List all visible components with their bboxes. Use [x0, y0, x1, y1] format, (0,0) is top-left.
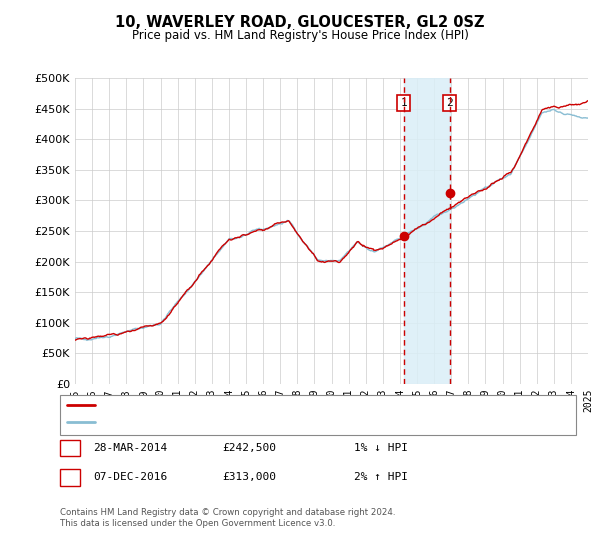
Text: Price paid vs. HM Land Registry's House Price Index (HPI): Price paid vs. HM Land Registry's House … [131, 29, 469, 42]
Text: 2% ↑ HPI: 2% ↑ HPI [354, 472, 408, 482]
Text: £242,500: £242,500 [222, 443, 276, 453]
Text: 2: 2 [446, 98, 453, 108]
Text: 1: 1 [67, 443, 74, 453]
Text: 1: 1 [400, 98, 407, 108]
Text: 2: 2 [67, 472, 74, 482]
Text: 10, WAVERLEY ROAD, GLOUCESTER, GL2 0SZ (detached house): 10, WAVERLEY ROAD, GLOUCESTER, GL2 0SZ (… [99, 400, 430, 410]
Text: 1% ↓ HPI: 1% ↓ HPI [354, 443, 408, 453]
Text: £313,000: £313,000 [222, 472, 276, 482]
Text: HPI: Average price, detached house, Gloucester: HPI: Average price, detached house, Glou… [99, 417, 349, 427]
Text: 07-DEC-2016: 07-DEC-2016 [93, 472, 167, 482]
Text: Contains HM Land Registry data © Crown copyright and database right 2024.
This d: Contains HM Land Registry data © Crown c… [60, 508, 395, 528]
Text: 10, WAVERLEY ROAD, GLOUCESTER, GL2 0SZ: 10, WAVERLEY ROAD, GLOUCESTER, GL2 0SZ [115, 15, 485, 30]
Bar [404, 78, 450, 384]
Text: 28-MAR-2014: 28-MAR-2014 [93, 443, 167, 453]
